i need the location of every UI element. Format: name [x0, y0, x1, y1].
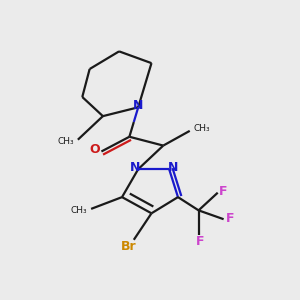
Text: F: F	[196, 236, 204, 248]
Text: O: O	[90, 143, 100, 157]
Text: CH₃: CH₃	[58, 137, 74, 146]
Text: F: F	[226, 212, 234, 225]
Text: N: N	[167, 161, 178, 174]
Text: N: N	[133, 99, 143, 112]
Text: N: N	[130, 161, 140, 174]
Text: CH₃: CH₃	[193, 124, 210, 133]
Text: Br: Br	[121, 240, 136, 253]
Text: CH₃: CH₃	[71, 206, 88, 215]
Text: F: F	[219, 185, 227, 198]
